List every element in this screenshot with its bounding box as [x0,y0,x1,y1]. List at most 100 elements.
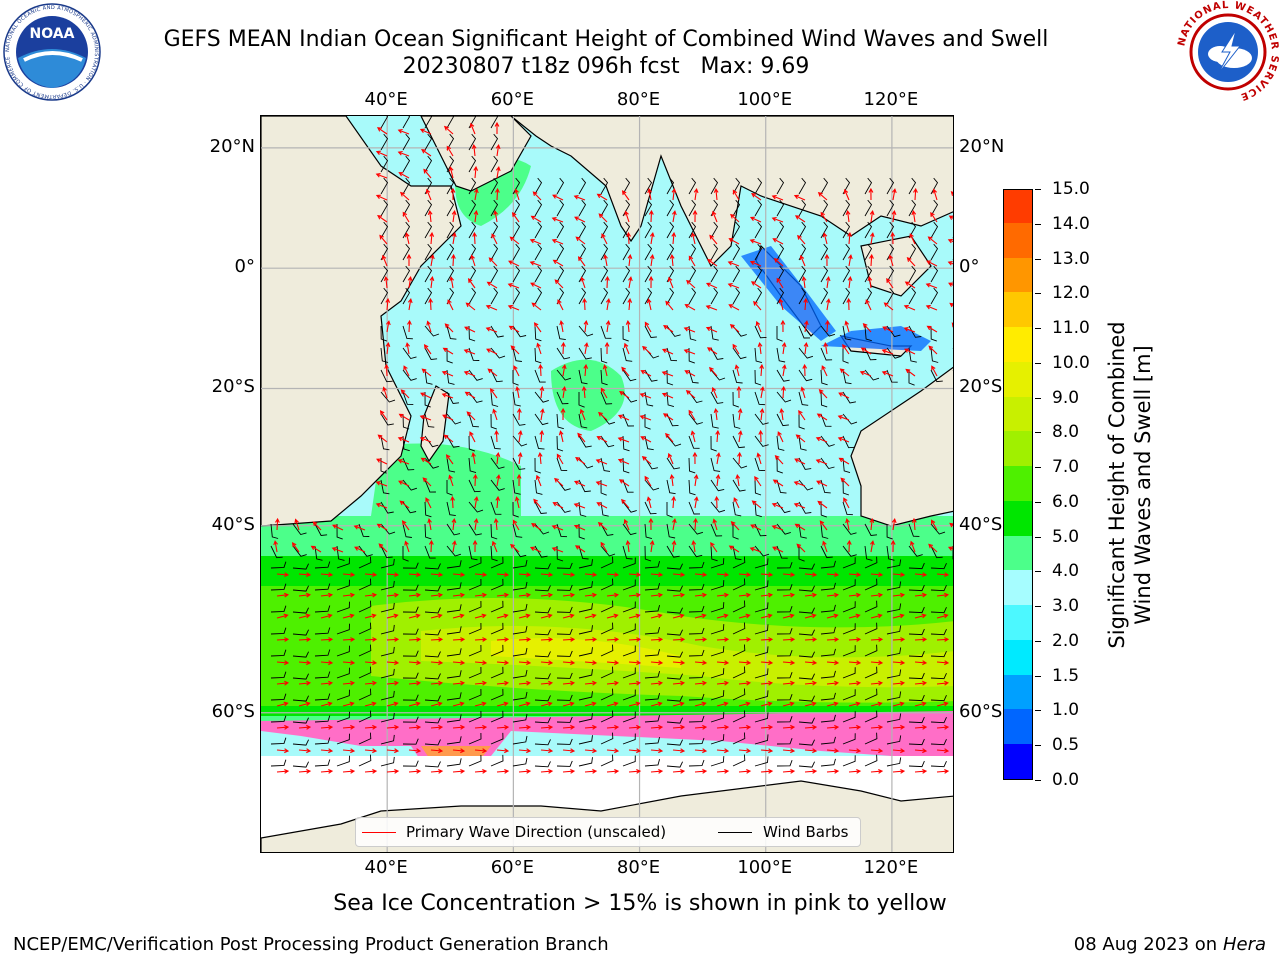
wave-direction-arrow [584,724,598,730]
wave-direction-arrow [628,680,642,686]
wave-direction-arrow [450,187,456,200]
wave-direction-arrow [573,480,586,487]
wind-barb [534,221,543,239]
wind-barb [666,563,684,570]
wind-barb [446,287,455,305]
wave-direction-arrow [342,613,355,619]
wave-direction-arrow [750,524,762,531]
wind-barb [842,501,853,516]
wind-barb [820,692,836,701]
wind-barb [666,199,675,217]
wind-barb [710,501,726,513]
wave-direction-arrow [797,234,806,245]
wind-barb [380,668,395,679]
wave-direction-arrow [623,518,630,531]
wave-direction-arrow [737,407,743,421]
wind-barb [732,435,745,449]
wave-direction-arrow [385,341,391,355]
wind-barb [534,413,549,426]
wave-direction-arrow [617,458,630,465]
wave-direction-arrow [598,213,608,223]
wave-direction-arrow [539,385,545,399]
wave-direction-arrow [537,451,543,465]
wave-direction-arrow [540,592,554,598]
wind-barb [534,287,543,305]
wave-direction-arrow [428,539,434,553]
wave-direction-arrow [474,701,487,707]
wind-barb [534,739,551,746]
wave-direction-arrow [276,660,290,666]
wind-barb [952,611,953,612]
wave-direction-arrow [581,385,587,399]
wave-direction-arrow [452,592,466,598]
wave-direction-arrow [517,429,523,443]
wave-direction-arrow [378,543,388,553]
wave-direction-arrow [870,680,884,686]
wave-direction-arrow [496,572,510,578]
wave-direction-arrow [518,572,532,578]
wind-barb [886,757,902,767]
wind-barb [622,501,637,513]
wind-barb [754,413,769,425]
wave-direction-arrow [694,613,707,619]
wind-barb [556,738,573,745]
wind-barb [380,435,390,451]
wave-direction-arrow [430,613,443,619]
wind-barb [424,479,436,493]
wind-barb [446,155,455,173]
wave-direction-arrow [509,236,520,245]
wave-direction-arrow [384,363,389,377]
wave-direction-arrow [667,276,674,289]
wave-direction-arrow [298,660,312,666]
wind-barb [864,644,878,657]
wave-direction-arrow [729,324,740,333]
wind-barb [270,627,287,635]
wind-barb [556,243,565,261]
wind-barb [402,546,409,562]
wind-barb [666,243,675,261]
wind-barb [402,435,410,452]
wind-barb [886,625,902,635]
wave-direction-arrow [869,540,875,553]
wave-direction-arrows [273,121,953,774]
wind-barb [688,583,705,591]
wave-direction-arrow [772,546,784,553]
wind-barb [666,391,675,408]
wind-barb [754,391,766,406]
wind-barb [556,221,565,239]
wind-barb [886,199,895,217]
wind-barb [930,761,947,768]
wave-direction-arrow [627,276,633,289]
wind-barb [776,523,791,535]
wind-barb [622,457,630,474]
wave-direction-arrow [276,768,290,774]
wind-barb [820,714,836,723]
wind-barb [600,347,608,364]
wind-barb [930,369,943,383]
lat-tick-label-right: 0° [959,256,980,278]
wind-barb [490,325,504,338]
wave-direction-arrow [639,392,652,399]
wind-barb [490,688,504,701]
colorbar-cell [1004,465,1032,501]
wind-barb [468,479,481,493]
wind-barb [292,607,310,614]
wave-direction-arrow [936,592,950,598]
wind-barb [952,743,953,744]
wind-barb [534,457,541,474]
colorbar-cell [1004,361,1032,397]
wave-direction-arrow [518,592,532,598]
wave-direction-arrow [760,701,773,707]
wave-direction-arrow [627,297,633,311]
wind-barb [556,606,573,613]
wind-barb [820,369,828,386]
wave-direction-arrow [430,724,444,730]
wind-barb [600,177,609,195]
wind-barb [358,644,372,657]
wave-direction-arrow [672,592,686,598]
wave-direction-arrow [760,572,774,578]
wind-barb [952,348,953,349]
wind-barb [512,713,528,723]
wind-barb [732,501,742,517]
wind-barb [468,325,476,342]
